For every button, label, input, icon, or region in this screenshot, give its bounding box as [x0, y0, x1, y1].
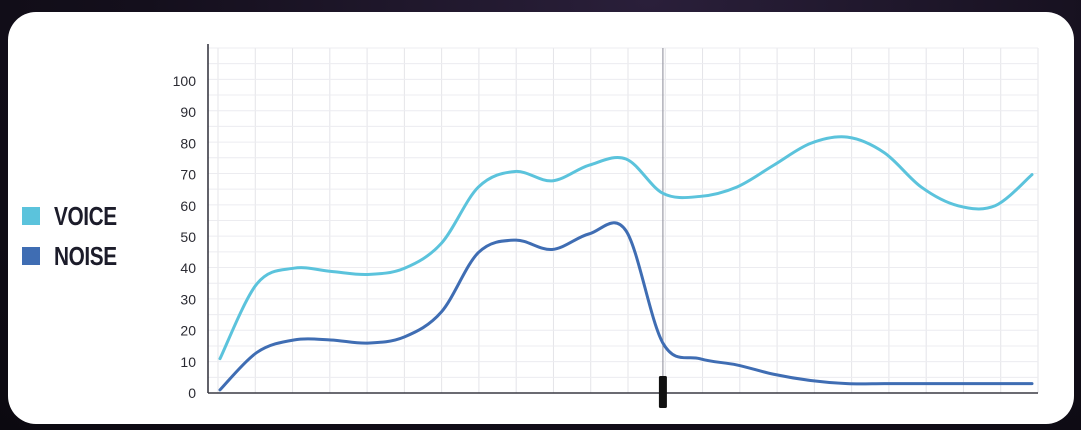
legend-label-noise: NOISE: [54, 240, 117, 271]
legend-item-voice: VOICE: [22, 196, 132, 236]
y-tick-label: 90: [180, 104, 196, 120]
chart-card: [8, 12, 1074, 424]
legend-label-voice: VOICE: [54, 200, 117, 231]
y-tick-label: 20: [180, 323, 196, 339]
axes: [207, 44, 1038, 394]
y-tick-label: 100: [173, 73, 197, 89]
legend: VOICE NOISE: [22, 196, 132, 276]
grid: [208, 47, 1039, 394]
y-tick-label: 80: [180, 135, 196, 151]
legend-item-noise: NOISE: [22, 236, 132, 276]
position-marker: [658, 376, 667, 408]
y-tick-label: 30: [180, 291, 196, 307]
y-axis-ticks: 0 10 20 30 40 50 60 70 80 90 100: [173, 73, 197, 401]
series-line-noise: [218, 221, 1034, 392]
y-tick-label: 10: [180, 354, 196, 370]
y-tick-label: 60: [180, 198, 196, 214]
playhead-marker[interactable]: [658, 376, 667, 408]
y-tick-label: 70: [180, 167, 196, 183]
series-lines: [218, 135, 1034, 392]
y-tick-label: 40: [180, 260, 196, 276]
y-tick-label: 0: [188, 385, 196, 401]
series-line-voice: [218, 135, 1034, 361]
y-tick-label: 50: [180, 229, 196, 245]
legend-swatch-noise: [22, 247, 40, 265]
legend-swatch-voice: [22, 207, 40, 225]
